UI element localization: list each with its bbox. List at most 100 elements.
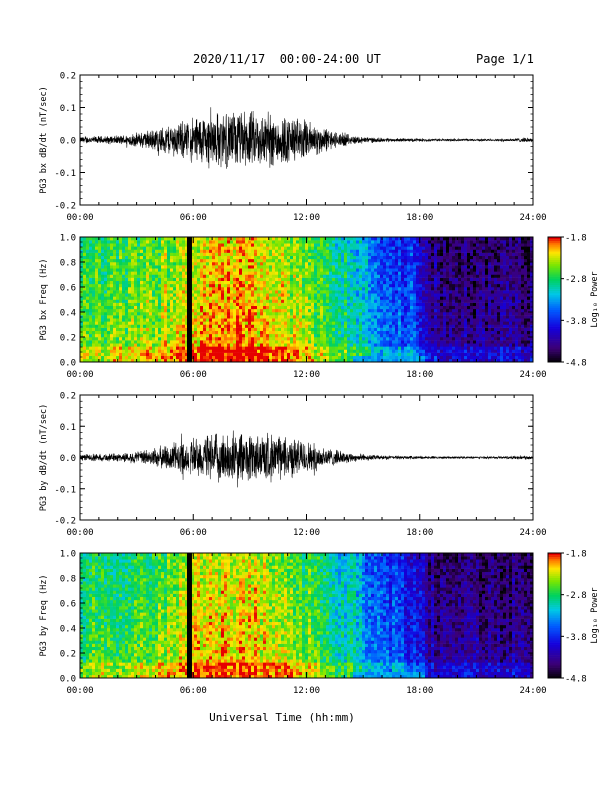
spectrogram-cell <box>431 315 435 319</box>
spectrogram-cell <box>419 287 423 291</box>
spectrogram-cell <box>155 240 159 244</box>
spectrogram-cell <box>101 287 105 291</box>
spectrogram-cell <box>128 258 132 263</box>
spectrogram-cell <box>233 252 237 257</box>
spectrogram-cell <box>257 262 261 266</box>
spectrogram-cell <box>218 262 222 266</box>
spectrogram-cell <box>182 274 186 278</box>
spectrogram-cell <box>248 255 252 260</box>
spectrogram-cell <box>155 305 159 310</box>
x-tick-label: 18:00 <box>406 213 433 223</box>
spectrogram-cell <box>233 355 237 360</box>
spectrogram-cell <box>296 358 300 363</box>
spectrogram-cell <box>404 358 408 363</box>
spectrogram-cell <box>266 249 270 253</box>
spectrogram-cell <box>158 287 162 291</box>
spectrogram-cell <box>290 299 294 303</box>
spectrogram-cell <box>302 265 306 269</box>
spectrogram-cell <box>236 268 240 272</box>
spectrogram-cell <box>299 277 303 282</box>
spectrogram-cell <box>407 296 411 300</box>
spectrogram-cell <box>443 299 447 303</box>
spectrogram-cell <box>89 268 93 272</box>
spectrogram-cell <box>224 315 228 319</box>
spectrogram-cell <box>107 249 111 253</box>
spectrogram-cell <box>89 271 93 275</box>
spectrogram-cell <box>101 271 105 275</box>
spectrogram-cell <box>371 315 375 319</box>
spectrogram-cell <box>206 349 210 353</box>
spectrogram-cell <box>359 249 363 253</box>
spectrogram-cell <box>422 249 426 253</box>
spectrogram-cell <box>338 321 342 325</box>
spectrogram-cell <box>329 318 333 322</box>
spectrogram-cell <box>383 287 387 291</box>
spectrogram-cell <box>101 283 105 288</box>
spectrogram-cell <box>251 262 255 266</box>
spectrogram-cell <box>113 324 117 328</box>
spectrogram-cell <box>134 330 138 335</box>
spectrogram-cell <box>356 249 360 253</box>
spectrogram-cell <box>236 258 240 263</box>
spectrogram-cell <box>272 246 276 250</box>
spectrogram-cell <box>254 337 258 341</box>
spectrogram-cell <box>86 265 90 269</box>
spectrogram-cell <box>125 346 129 350</box>
spectrogram-cell <box>236 327 240 332</box>
spectrogram-cell <box>128 268 132 272</box>
spectrogram-cell <box>272 321 276 325</box>
spectrogram-cell <box>236 262 240 266</box>
spectrogram-cell <box>341 346 345 350</box>
spectrogram-cell <box>230 327 234 332</box>
spectrogram-cell <box>317 287 321 291</box>
spectrogram-cell <box>254 305 258 310</box>
spectrogram-cell <box>104 277 108 282</box>
spectrogram-cell <box>368 262 372 266</box>
spectrogram-cell <box>404 262 408 266</box>
spectrogram-cell <box>293 333 297 338</box>
spectrogram-cell <box>116 249 120 253</box>
spectrogram-cell <box>101 330 105 335</box>
spectrogram-cell <box>185 355 189 360</box>
spectrogram-cell <box>347 352 351 357</box>
spectrogram-cell <box>101 255 105 260</box>
spectrogram-cell <box>122 258 126 263</box>
spectrogram-cell <box>398 252 402 257</box>
spectrogram-cell <box>245 243 249 247</box>
spectrogram-cell <box>428 283 432 288</box>
spectrogram-cell <box>173 296 177 300</box>
spectrogram-cell <box>215 343 219 347</box>
spectrogram-cell <box>215 258 219 263</box>
spectrogram-cell <box>425 358 429 363</box>
spectrogram-cell <box>416 346 420 350</box>
spectrogram-cell <box>356 318 360 322</box>
spectrogram-cell <box>365 280 369 285</box>
spectrogram-cell <box>221 305 225 310</box>
spectrogram-cell <box>245 315 249 319</box>
spectrogram-cell <box>389 318 393 322</box>
spectrogram-cell <box>125 252 129 257</box>
spectrogram-cell <box>107 355 111 360</box>
spectrogram-cell <box>413 302 417 307</box>
spectrogram-cell <box>305 280 309 285</box>
spectrogram-cell <box>206 277 210 282</box>
spectrogram-cell <box>263 287 267 291</box>
spectrogram-cell <box>86 330 90 335</box>
spectrogram-cell <box>86 308 90 313</box>
spectrogram-cell <box>173 280 177 285</box>
spectrogram-cell <box>437 305 441 310</box>
spectrogram-cell <box>254 243 258 247</box>
spectrogram-cell <box>428 252 432 257</box>
spectrogram-cell <box>110 318 114 322</box>
spectrogram-cell <box>314 324 318 328</box>
spectrogram-cell <box>383 333 387 338</box>
spectrogram-cell <box>158 283 162 288</box>
spectrogram-cell <box>368 324 372 328</box>
spectrogram-cell <box>230 302 234 307</box>
spectrogram-cell <box>113 249 117 253</box>
spectrogram-cell <box>209 358 213 363</box>
spectrogram-cell <box>161 318 165 322</box>
spectrogram-cell <box>359 318 363 322</box>
spectrogram-cell <box>398 346 402 350</box>
spectrogram-cell <box>302 255 306 260</box>
